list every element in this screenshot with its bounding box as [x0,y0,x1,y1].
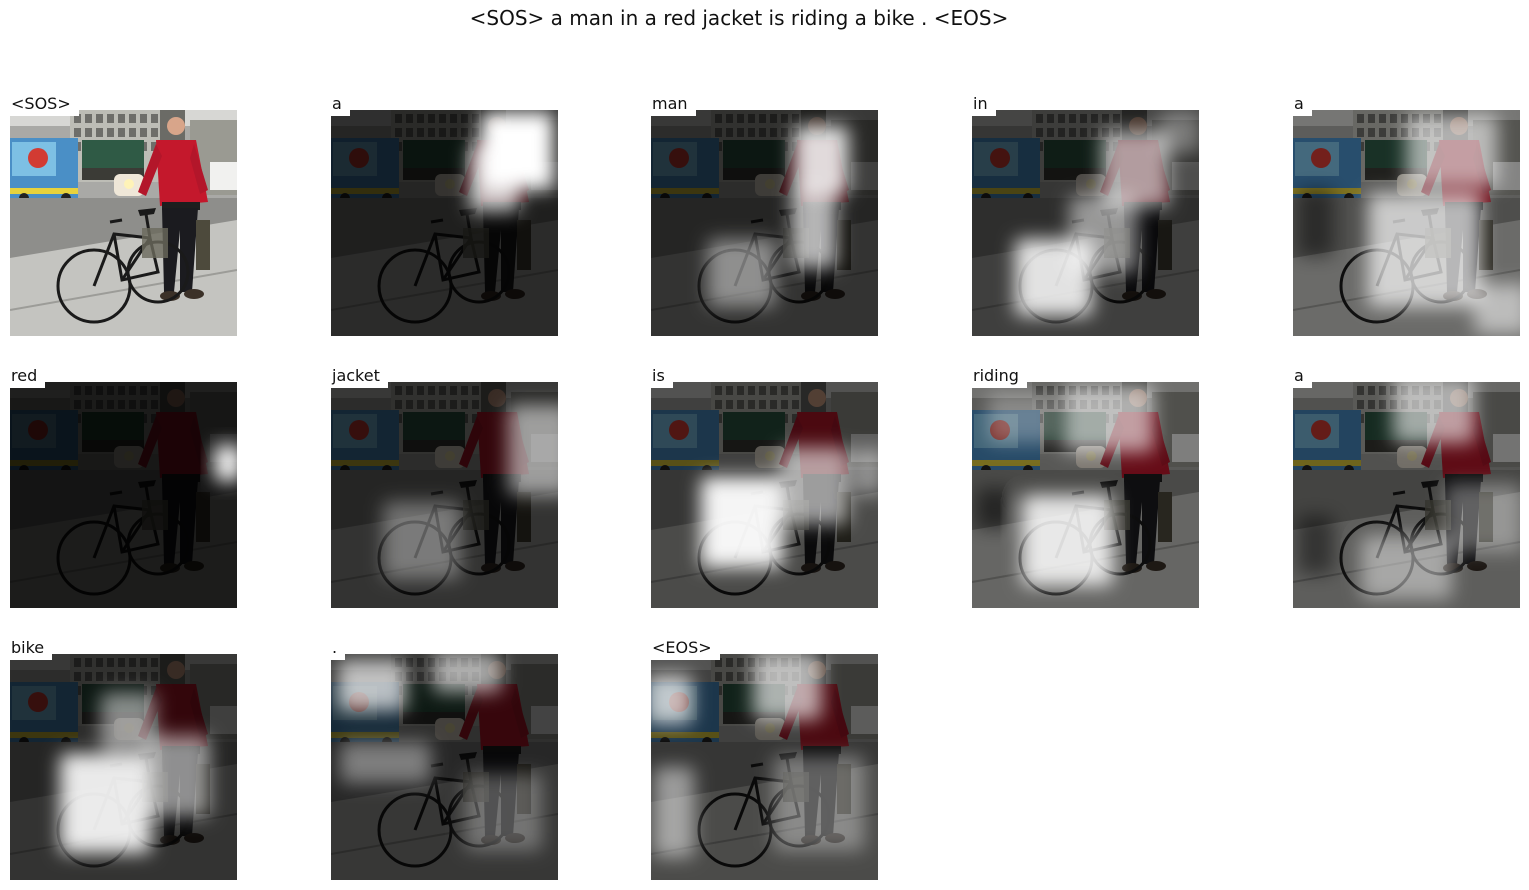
token-label: red [10,366,46,388]
attention-hotspot [1367,193,1482,307]
attention-panel: riding [972,366,1199,608]
attention-hotspot [508,404,558,495]
attention-hotspot [707,238,776,307]
attention-hotspot [1297,189,1334,257]
attention-image [10,654,237,880]
attention-hotspot [464,773,543,851]
attention-hotspot [214,445,237,482]
attention-dim-overlay [10,382,237,608]
attention-hotspot [1101,130,1170,208]
attention-panel: <EOS> [651,638,878,880]
attention-panel: a [331,94,558,336]
attention-image [972,110,1199,336]
attention-hotspot [383,501,461,579]
attention-image [972,382,1199,608]
attention-hotspot [1406,114,1498,187]
attention-image [651,110,878,336]
attention-hotspot [700,476,783,568]
token-label: jacket [331,366,388,388]
attention-hotspot [1062,384,1154,453]
attention-image [651,382,878,608]
attention-panel: in [972,94,1199,336]
attention-hotspot [433,654,502,693]
attention-hotspot [59,753,151,853]
attention-panel: red [10,366,237,608]
attention-image [331,110,558,336]
attention-hotspot [1160,112,1199,153]
attention-hotspot [340,742,431,783]
attention-hotspot [773,755,865,851]
token-label: a [1293,94,1312,116]
token-label: bike [10,638,53,660]
attention-hotspot [1361,535,1452,599]
attention-image [651,654,878,880]
attention-hotspot [100,692,156,752]
token-label: riding [972,366,1027,388]
attention-hotspot [1392,382,1475,444]
token-label: <SOS> [10,94,79,116]
attention-image [1293,110,1520,336]
attention-panel: jacket [331,366,558,608]
attention-hotspot [987,393,1056,444]
token-label: a [331,94,350,116]
token-label: . [331,638,346,660]
attention-hotspot [1474,284,1520,334]
attention-hotspot [1445,483,1520,552]
attention-panel: is [651,366,878,608]
attention-hotspot [1069,195,1138,273]
attention-hotspot [853,449,878,495]
token-label: in [972,94,996,116]
attention-panel: <SOS> [10,94,237,336]
attention-hotspot [1297,515,1334,575]
attention-hotspot [469,143,520,212]
attention-hotspot [653,767,695,858]
attention-panel: a [1293,366,1520,608]
attention-image [331,654,558,880]
attention-hotspot [794,125,849,194]
attention-image [331,382,558,608]
attention-hotspot [976,488,1013,529]
attention-hotspot [791,186,838,269]
attention-hotspot [651,674,692,725]
attention-image [10,110,237,336]
token-label: is [651,366,673,388]
attention-panel: bike [10,638,237,880]
attention-hotspot [337,660,406,711]
attention-hotspot [753,654,822,720]
caption-title: <SOS> a man in a red jacket is riding a … [469,6,1009,30]
attention-panel: a [1293,94,1520,336]
attention-image [1293,382,1520,608]
attention-panel: man [651,94,878,336]
attention-panel: . [331,638,558,880]
token-label: man [651,94,696,116]
token-label: a [1293,366,1312,388]
attention-hotspot [146,735,210,817]
token-label: <EOS> [651,638,720,660]
attention-hotspot [1021,495,1113,586]
attention-image [10,382,237,608]
attention-hotspot [780,447,849,525]
